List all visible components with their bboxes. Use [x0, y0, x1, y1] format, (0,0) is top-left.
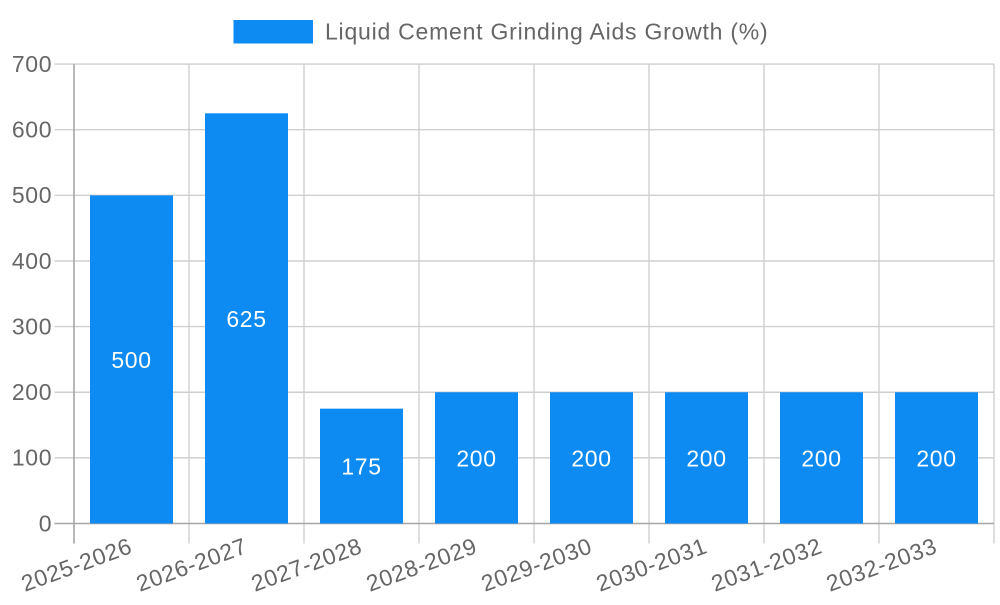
- svg-text:600: 600: [12, 117, 52, 143]
- svg-text:100: 100: [12, 445, 52, 471]
- svg-text:200: 200: [571, 445, 611, 471]
- svg-text:Liquid Cement Grinding Aids Gr: Liquid Cement Grinding Aids Growth (%): [325, 19, 768, 45]
- svg-text:200: 200: [916, 445, 956, 471]
- svg-text:200: 200: [801, 445, 841, 471]
- svg-text:200: 200: [686, 445, 726, 471]
- svg-text:400: 400: [12, 248, 52, 274]
- svg-text:300: 300: [12, 313, 52, 339]
- svg-text:200: 200: [456, 445, 496, 471]
- svg-text:500: 500: [111, 347, 151, 373]
- svg-text:0: 0: [39, 510, 52, 536]
- svg-text:200: 200: [12, 379, 52, 405]
- svg-text:700: 700: [12, 51, 52, 77]
- svg-text:175: 175: [341, 454, 381, 480]
- svg-text:625: 625: [226, 306, 266, 332]
- svg-text:500: 500: [12, 182, 52, 208]
